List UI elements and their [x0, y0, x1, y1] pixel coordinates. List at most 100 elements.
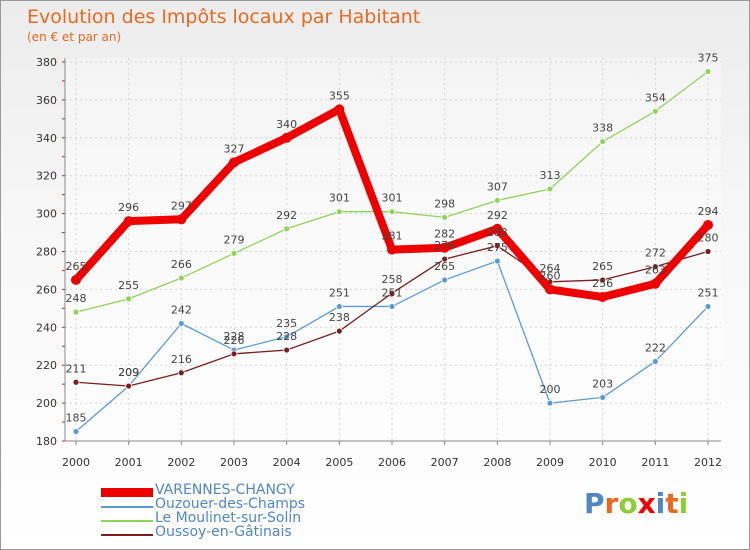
data-label: 266	[171, 258, 192, 271]
logo-letter: i	[655, 487, 666, 520]
data-label: 297	[171, 199, 192, 212]
data-label: 185	[66, 412, 87, 425]
chart-subtitle: (en € et par an)	[27, 30, 122, 44]
data-point	[650, 278, 661, 289]
data-label: 296	[118, 201, 139, 214]
y-tick-label: 340	[36, 132, 57, 145]
data-point	[283, 225, 291, 233]
data-point	[651, 358, 659, 365]
y-tick-label: 320	[36, 170, 57, 183]
data-point	[387, 244, 397, 255]
logo-letter: x	[637, 487, 656, 520]
x-tick-label: 2003	[220, 456, 248, 469]
data-point	[597, 291, 608, 302]
data-label: 294	[698, 205, 719, 218]
data-point	[176, 214, 187, 225]
data-point	[335, 208, 343, 216]
data-point	[546, 399, 554, 407]
data-point	[441, 276, 449, 284]
data-label: 235	[276, 317, 297, 330]
x-tick-label: 2005	[325, 456, 353, 469]
data-label: 340	[276, 118, 297, 131]
data-label: 222	[645, 341, 666, 354]
data-point	[545, 284, 555, 295]
data-label: 211	[66, 362, 87, 375]
y-tick-label: 360	[36, 94, 57, 107]
data-label: 272	[645, 247, 666, 260]
data-label: 264	[540, 262, 561, 275]
data-label: 260	[540, 269, 561, 282]
y-tick-label: 380	[36, 56, 57, 69]
data-point	[492, 223, 503, 234]
data-point	[177, 320, 185, 327]
data-point	[335, 303, 343, 310]
legend-swatch	[101, 506, 153, 508]
data-label: 282	[434, 228, 455, 241]
data-label: 216	[171, 353, 192, 366]
data-label: 280	[698, 232, 719, 245]
data-label: 226	[224, 334, 245, 347]
data-label: 256	[592, 277, 613, 290]
data-label: 275	[487, 241, 508, 254]
data-label: 355	[329, 89, 350, 102]
data-point	[493, 257, 501, 265]
data-label: 327	[224, 142, 245, 155]
data-point	[651, 263, 659, 271]
data-label: 209	[118, 366, 139, 379]
legend-label: Le Moulinet-sur-Solin	[155, 510, 302, 526]
data-label: 375	[698, 51, 719, 64]
data-point	[71, 274, 81, 285]
data-point	[72, 378, 80, 386]
logo-letter: i	[678, 487, 689, 520]
x-tick-label: 2006	[378, 456, 406, 469]
data-point	[388, 289, 396, 297]
data-point	[599, 394, 607, 401]
data-label: 242	[171, 304, 192, 317]
x-tick-label: 2002	[167, 456, 195, 469]
data-label: 279	[224, 233, 245, 246]
y-tick-label: 300	[36, 208, 57, 221]
x-tick-label: 2008	[483, 456, 511, 469]
x-tick-label: 2000	[62, 456, 90, 469]
data-point	[441, 213, 449, 221]
x-tick-label: 2001	[115, 456, 143, 469]
data-label: 228	[224, 330, 245, 343]
data-point	[546, 185, 554, 193]
data-point	[230, 350, 238, 358]
data-point	[493, 196, 501, 204]
data-label: 228	[276, 330, 297, 343]
data-label: 292	[276, 209, 297, 222]
proxiti-logo: Proxiti	[584, 487, 688, 520]
data-label: 255	[118, 279, 139, 292]
data-point	[335, 327, 343, 335]
data-point	[230, 249, 238, 257]
data-label: 251	[329, 286, 350, 299]
data-point	[439, 242, 450, 253]
data-label: 265	[434, 260, 455, 273]
data-label: 276	[434, 239, 455, 252]
data-point	[599, 138, 607, 145]
y-tick-label: 280	[36, 246, 57, 259]
data-label: 354	[645, 91, 666, 104]
logo-letter: P	[584, 487, 605, 520]
data-label: 265	[592, 260, 613, 273]
data-label: 209	[118, 366, 139, 379]
logo-letter: r	[604, 487, 619, 520]
data-label: 307	[487, 180, 508, 193]
data-point	[441, 255, 449, 263]
legend-swatch	[101, 520, 153, 522]
data-point	[493, 242, 501, 250]
data-point	[123, 216, 134, 227]
data-point	[651, 107, 659, 115]
data-point	[281, 132, 292, 143]
data-point	[703, 219, 713, 230]
data-point	[704, 68, 712, 75]
data-point	[72, 428, 80, 435]
data-label: 301	[329, 192, 350, 205]
data-label: 301	[382, 192, 403, 205]
data-label: 313	[540, 169, 561, 182]
y-tick-label: 260	[36, 283, 57, 296]
data-point	[334, 104, 345, 115]
chart-title: Evolution des Impôts locaux par Habitant	[27, 6, 421, 28]
x-tick-label: 2011	[641, 456, 669, 469]
